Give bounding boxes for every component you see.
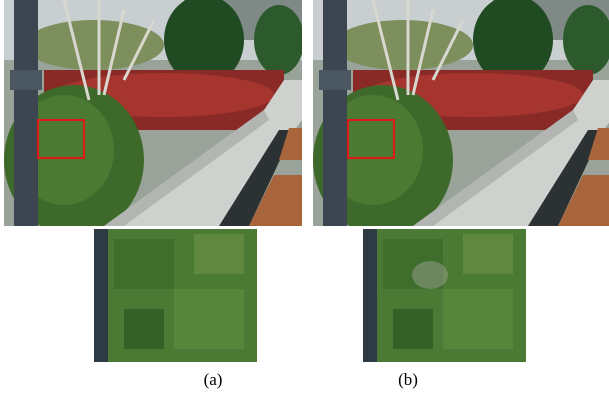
image-a: [4, 0, 304, 235]
figure: (a) (b): [0, 0, 609, 396]
panel-label: (a): [204, 370, 223, 389]
zoom-b: [363, 229, 526, 362]
panel-label: (b): [398, 370, 418, 389]
zoom-a: [94, 229, 257, 362]
image-b: [313, 0, 609, 235]
